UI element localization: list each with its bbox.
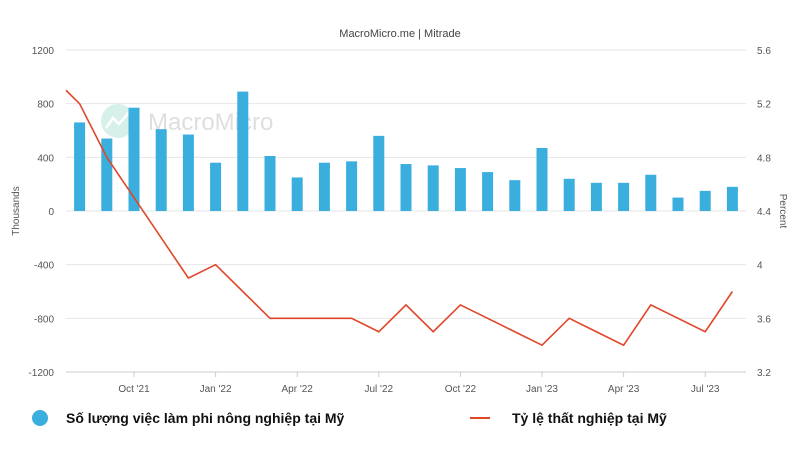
bar[interactable] <box>101 138 113 211</box>
bar[interactable] <box>155 129 167 211</box>
bar[interactable] <box>291 177 303 211</box>
x-tick-label: Jan '23 <box>526 384 558 395</box>
y-left-tick-label: 400 <box>37 153 54 164</box>
y-left-tick-label: -400 <box>34 261 54 272</box>
y-right-tick-label: 4.8 <box>757 153 771 164</box>
bar[interactable] <box>699 190 711 211</box>
bar[interactable] <box>346 161 358 211</box>
right-axis: 5.6 5.2 4.8 4.4 4 3.6 3.2 <box>757 46 771 379</box>
x-tick-label: Oct '21 <box>118 384 150 395</box>
chart: MacroMicro.me | Mitrade MacroMicro 1200 8… <box>11 28 788 395</box>
y-right-tick-label: 4 <box>757 261 763 272</box>
bar[interactable] <box>590 182 602 211</box>
bar[interactable] <box>427 165 439 211</box>
left-axis: 1200 800 400 0 -400 -800 -1200 <box>28 46 54 379</box>
x-tick-label: Jul '22 <box>365 384 394 395</box>
legend-line-marker <box>470 417 490 419</box>
legend-label-payrolls: Số lượng việc làm phi nông nghiệp tại Mỹ <box>66 410 345 426</box>
bar[interactable] <box>672 197 684 211</box>
bar[interactable] <box>264 155 276 211</box>
watermark-text: MacroMicro <box>148 109 273 136</box>
bar[interactable] <box>618 182 630 211</box>
bar[interactable] <box>536 147 548 211</box>
bar[interactable] <box>645 174 657 211</box>
x-tick-label: Apr '22 <box>282 384 314 395</box>
bar[interactable] <box>128 107 140 211</box>
bar[interactable] <box>482 172 494 211</box>
legend-label-unemployment: Tỷ lệ thất nghiệp tại Mỹ <box>512 410 667 426</box>
bar[interactable] <box>373 135 385 211</box>
y-left-tick-label: -800 <box>34 314 54 325</box>
watermark: MacroMicro <box>101 104 273 138</box>
x-tick-label: Oct '22 <box>445 384 477 395</box>
x-axis: Oct '21 Jan '22 Apr '22 Jul '22 Oct '22 Jan '… <box>66 371 746 395</box>
legend: Số lượng việc làm phi nông nghiệp tại Mỹ… <box>0 410 800 440</box>
y-right-tick-label: 3.6 <box>757 314 771 325</box>
x-tick-label: Jan '22 <box>200 384 232 395</box>
y-left-tick-label: 800 <box>37 100 54 111</box>
bar[interactable] <box>400 164 412 211</box>
line-series <box>65 89 734 347</box>
bar[interactable] <box>237 91 249 211</box>
x-tick-label: Jul '23 <box>691 384 720 395</box>
bar-series <box>74 91 738 211</box>
y-right-tick-label: 5.2 <box>757 100 771 111</box>
chart-title: MacroMicro.me | Mitrade <box>339 28 460 40</box>
y-axis-left-label: Thousands <box>11 186 22 235</box>
legend-bar-marker <box>32 410 48 426</box>
y-right-tick-label: 5.6 <box>757 46 771 57</box>
bar[interactable] <box>318 162 330 211</box>
legend-item-payrolls[interactable]: Số lượng việc làm phi nông nghiệp tại Mỹ <box>32 410 344 426</box>
y-left-tick-label: 1200 <box>32 46 55 57</box>
bar[interactable] <box>74 122 86 211</box>
legend-item-unemployment[interactable]: Tỷ lệ thất nghiệp tại Mỹ <box>470 410 667 426</box>
bar[interactable] <box>454 168 466 211</box>
bar[interactable] <box>563 178 575 211</box>
unemployment-line[interactable] <box>65 89 734 347</box>
x-tick-label: Apr '23 <box>608 384 640 395</box>
y-right-tick-label: 3.2 <box>757 368 771 379</box>
bar[interactable] <box>182 134 194 211</box>
y-left-tick-label: -1200 <box>28 368 54 379</box>
bar[interactable] <box>726 186 738 211</box>
y-left-tick-label: 0 <box>48 207 54 218</box>
bar[interactable] <box>509 180 521 211</box>
bar[interactable] <box>210 162 222 211</box>
y-axis-right-label: Percent <box>777 194 788 229</box>
y-right-tick-label: 4.4 <box>757 207 771 218</box>
